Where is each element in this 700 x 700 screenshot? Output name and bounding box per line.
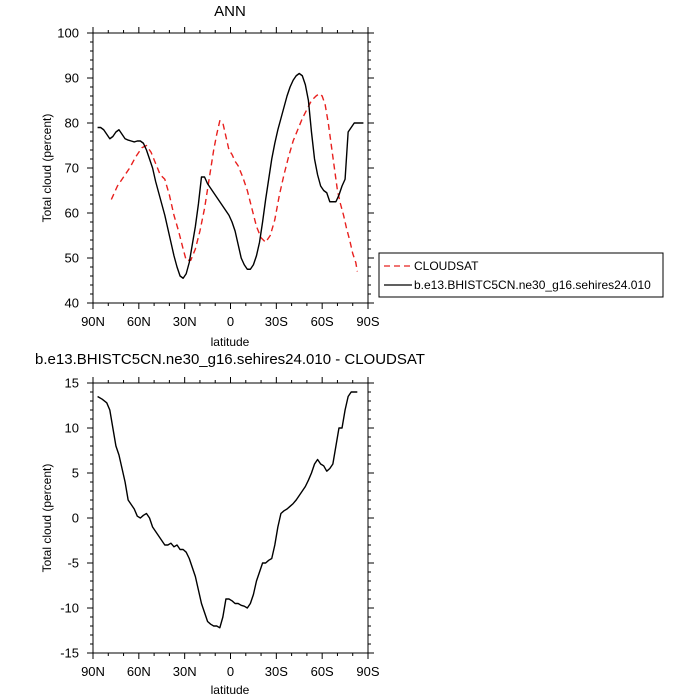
- bottom-y-tick-label: -10: [60, 601, 79, 616]
- top-x-tick-label: 60N: [127, 314, 151, 329]
- top-y-tick-label: 60: [65, 206, 79, 221]
- bottom-series-lines: [97, 391, 358, 629]
- legend-label-model: b.e13.BHISTC5CN.ne30_g16.sehires24.010: [414, 278, 651, 292]
- top-y-tick-label: 40: [65, 296, 79, 311]
- top-y-axis-label: Total cloud (percent): [40, 114, 54, 223]
- top-x-tick-label: 30N: [173, 314, 197, 329]
- bottom-chart: b.e13.BHISTC5CN.ne30_g16.sehires24.010 -…: [35, 351, 425, 697]
- top-x-axis: 90N 60N 30N 0 30S 60S 90S: [81, 27, 380, 329]
- bottom-chart-title: b.e13.BHISTC5CN.ne30_g16.sehires24.010 -…: [35, 351, 425, 368]
- top-y-tick-label: 50: [65, 251, 79, 266]
- legend-label-cloudsat: CLOUDSAT: [414, 259, 479, 273]
- bottom-y-axis-label: Total cloud (percent): [40, 464, 54, 573]
- top-x-tick-label: 90S: [356, 314, 379, 329]
- top-plot-frame: [92, 32, 369, 304]
- top-y-tick-label: 70: [65, 161, 79, 176]
- top-series-lines: [97, 72, 364, 279]
- top-y-tick-label: 90: [65, 71, 79, 86]
- bottom-y-tick-label: 5: [72, 466, 79, 481]
- bottom-plot-frame: [92, 382, 369, 654]
- bottom-y-axis: -15 -10 -5 0 5 10 15: [60, 376, 374, 661]
- legend: CLOUDSAT b.e13.BHISTC5CN.ne30_g16.sehire…: [378, 252, 664, 298]
- bottom-x-tick-label: 60N: [127, 664, 151, 679]
- bottom-x-tick-label: 0: [227, 664, 234, 679]
- bottom-x-tick-label: 60S: [311, 664, 334, 679]
- top-y-tick-label: 80: [65, 116, 79, 131]
- top-x-tick-label: 90N: [81, 314, 105, 329]
- bottom-x-tick-label: 30S: [265, 664, 288, 679]
- top-x-tick-label: 0: [227, 314, 234, 329]
- top-x-tick-label: 30S: [265, 314, 288, 329]
- bottom-y-tick-label: 15: [65, 376, 79, 391]
- top-chart: ANN 90N 60N 30N 0 30S 60S 90S 405060708090100 …: [40, 3, 380, 349]
- top-y-tick-label: 100: [57, 26, 79, 41]
- top-series-line-0: [110, 93, 359, 272]
- top-x-axis-label: latitude: [211, 335, 250, 349]
- bottom-x-axis: 90N 60N 30N 0 30S 60S 90S: [81, 377, 380, 679]
- top-x-tick-label: 60S: [311, 314, 334, 329]
- top-chart-title: ANN: [214, 3, 246, 20]
- bottom-series-line-0: [97, 391, 358, 629]
- bottom-x-axis-label: latitude: [211, 683, 250, 697]
- bottom-x-tick-label: 90S: [356, 664, 379, 679]
- bottom-y-tick-label: 10: [65, 421, 79, 436]
- bottom-y-tick-label: -5: [67, 556, 79, 571]
- bottom-y-tick-label: 0: [72, 511, 79, 526]
- top-y-axis: 40 50 60 70 80 90 100: [57, 26, 374, 311]
- bottom-y-tick-label: -15: [60, 646, 79, 661]
- legend-box: [378, 252, 664, 298]
- bottom-x-tick-label: 90N: [81, 664, 105, 679]
- bottom-x-tick-label: 30N: [173, 664, 197, 679]
- top-series-line-1: [97, 72, 364, 279]
